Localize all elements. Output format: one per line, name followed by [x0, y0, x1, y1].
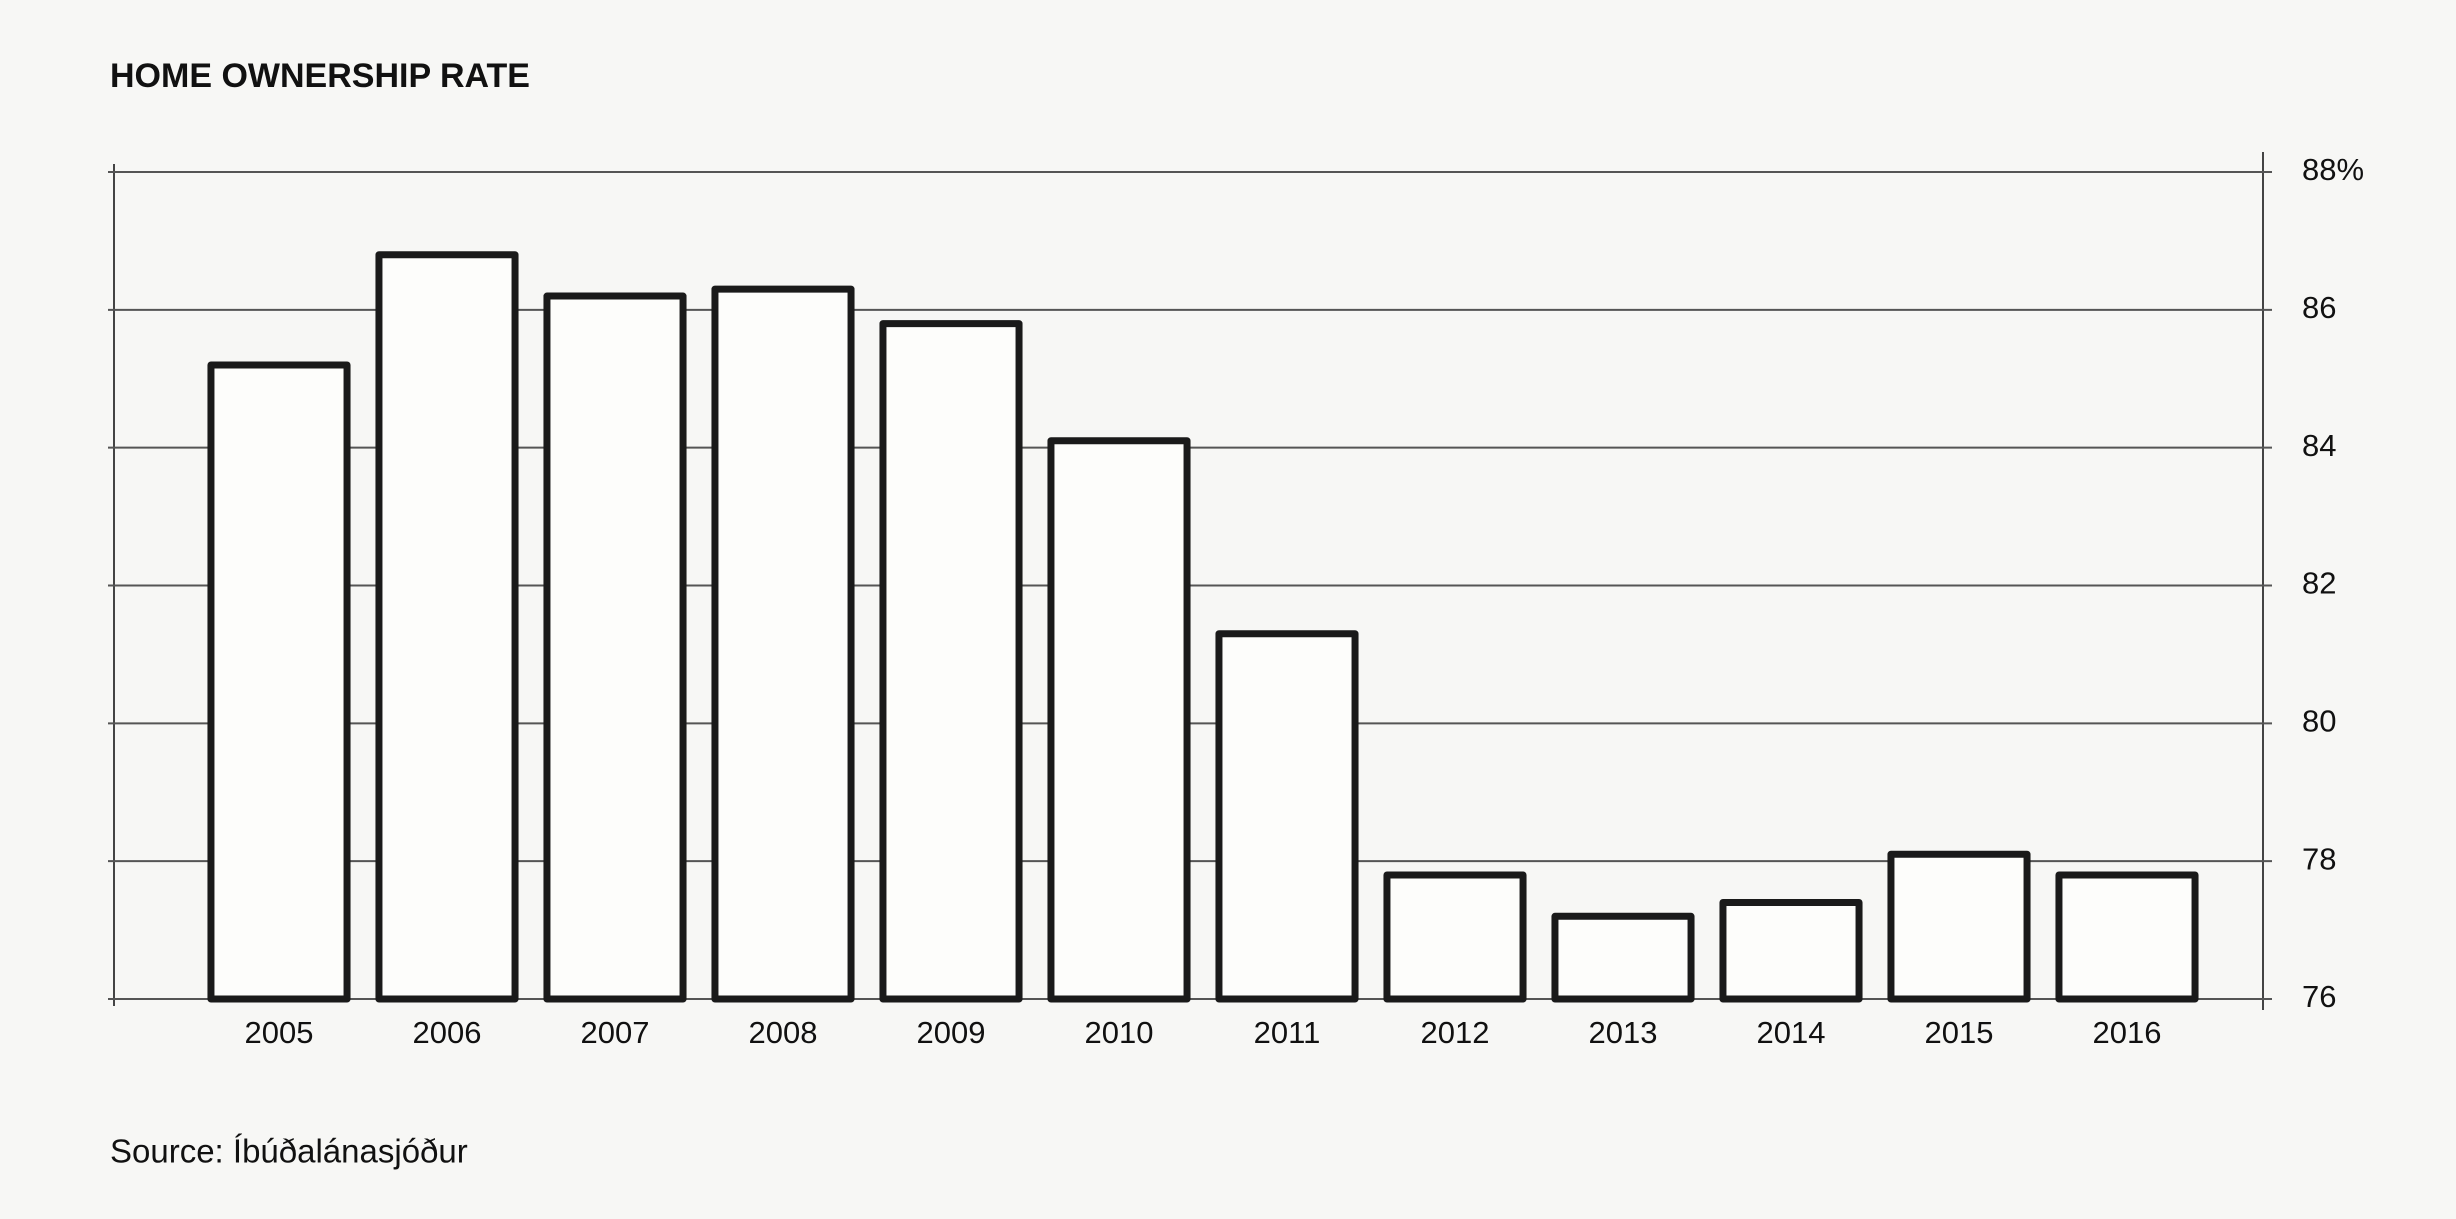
x-tick-label: 2009	[917, 1015, 986, 1050]
y-tick-label: 88%	[2302, 152, 2364, 187]
bar	[1215, 630, 1359, 1003]
y-tick-label: 82	[2302, 566, 2336, 601]
bar	[375, 251, 519, 1003]
y-tick-label: 86	[2302, 290, 2336, 325]
y-tick-label: 84	[2302, 428, 2336, 463]
x-tick-label: 2014	[1757, 1015, 1826, 1050]
x-tick-label: 2015	[1925, 1015, 1994, 1050]
bar	[207, 361, 351, 1003]
x-tick-label: 2012	[1421, 1015, 1490, 1050]
bar	[2055, 871, 2199, 1003]
x-tick-label: 2005	[245, 1015, 314, 1050]
bar	[1047, 437, 1191, 1003]
x-tick-label: 2008	[749, 1015, 818, 1050]
bar	[879, 320, 1023, 1003]
bar	[1887, 850, 2031, 1003]
source-note: Source: Íbúðalánasjóður	[110, 1133, 468, 1170]
x-tick-label: 2007	[581, 1015, 650, 1050]
y-tick-label: 80	[2302, 704, 2336, 739]
bar	[1551, 912, 1695, 1003]
y-tick-label: 76	[2302, 979, 2336, 1014]
bar	[1719, 899, 1863, 1003]
x-tick-label: 2006	[413, 1015, 482, 1050]
bar	[711, 285, 855, 1003]
bar	[1383, 871, 1527, 1003]
x-tick-label: 2013	[1589, 1015, 1658, 1050]
y-tick-label: 78	[2302, 841, 2336, 876]
x-tick-label: 2010	[1085, 1015, 1154, 1050]
x-tick-label: 2016	[2093, 1015, 2162, 1050]
x-tick-label: 2011	[1254, 1015, 1321, 1050]
bar	[543, 292, 687, 1003]
chart-title: HOME OWNERSHIP RATE	[110, 57, 530, 95]
